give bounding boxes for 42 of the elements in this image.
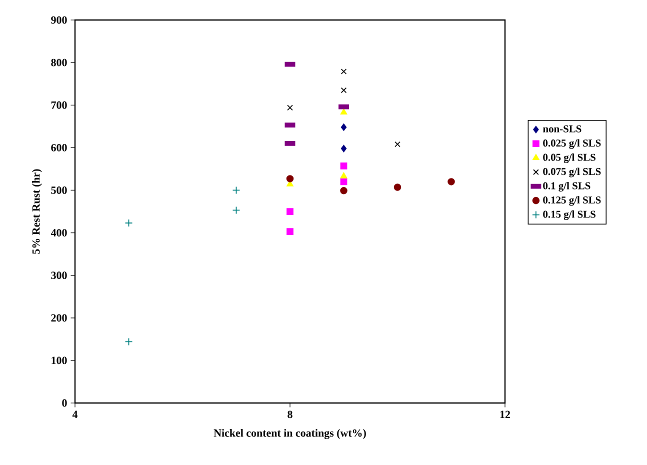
legend-label: 0.025 g/l SLS [543,139,601,149]
legend-label: 0.05 g/l SLS [543,153,596,164]
point [232,186,240,194]
point [340,124,347,131]
y-tick-label: 900 [51,16,67,24]
legend-label: 0.125 g/l SLS [543,196,601,206]
x-tick-label: 12 [500,410,510,418]
point [394,141,400,148]
point [448,178,455,186]
y-tick-label: 100 [52,356,67,364]
point [340,178,348,186]
legend-label: 0.15 g/l SLS [543,210,596,220]
point [340,187,348,194]
y-axis-title: 5% Rest Rust (hr) [32,169,42,254]
point [394,184,402,191]
legend-label: non-SLS [543,125,582,132]
point [286,228,294,235]
legend-label: 0.1 g/l SLS [543,182,590,192]
point [340,108,348,114]
point [340,87,347,94]
point [340,162,348,170]
y-tick-label: 300 [51,272,67,280]
y-tick-label: 800 [51,58,67,66]
point [340,144,347,152]
y-tick-label: 700 [51,101,67,109]
x-tick-label: 4 [72,410,78,418]
point [124,219,133,227]
point [286,208,294,215]
point [287,104,293,111]
point [232,206,240,214]
point [124,338,133,346]
y-tick-label: 200 [51,314,67,322]
y-tick-label: 0 [62,399,67,407]
x-tick-label: 8 [288,410,292,418]
point [340,172,348,178]
y-tick-label: 400 [50,229,67,236]
legend-label: 0.075 g/l SLS [543,168,601,178]
point [340,68,347,74]
y-tick-label: 600 [51,144,67,152]
y-tick-label: 500 [51,186,67,194]
point [286,175,294,182]
x-axis-title: Nickel content in coatings (wt%) [214,429,366,440]
